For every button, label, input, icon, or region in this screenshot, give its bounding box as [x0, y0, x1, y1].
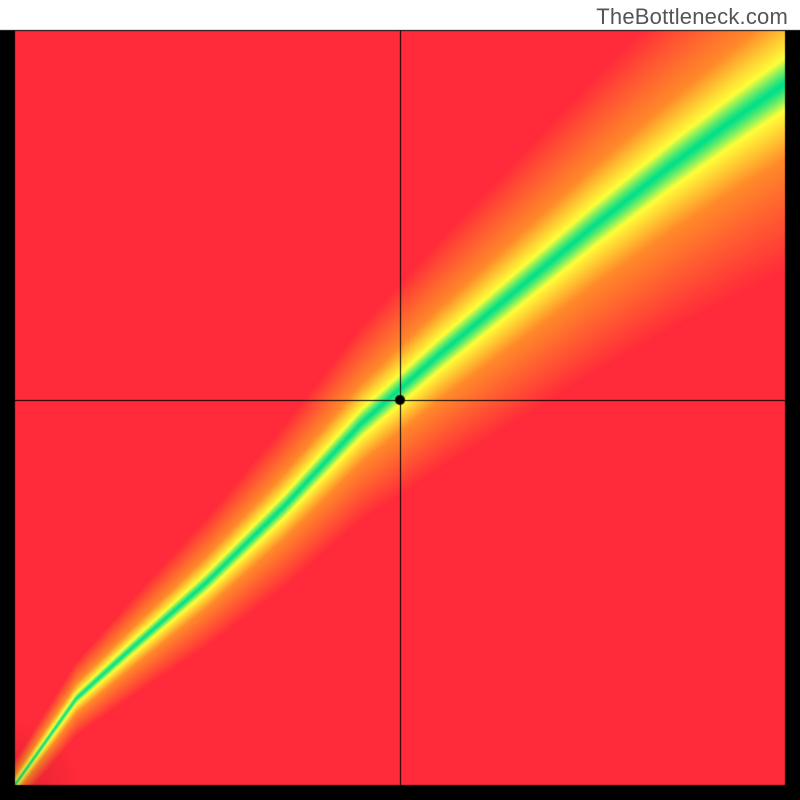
heatmap-canvas	[0, 0, 800, 800]
watermark-text: TheBottleneck.com	[596, 4, 788, 30]
chart-container: TheBottleneck.com	[0, 0, 800, 800]
